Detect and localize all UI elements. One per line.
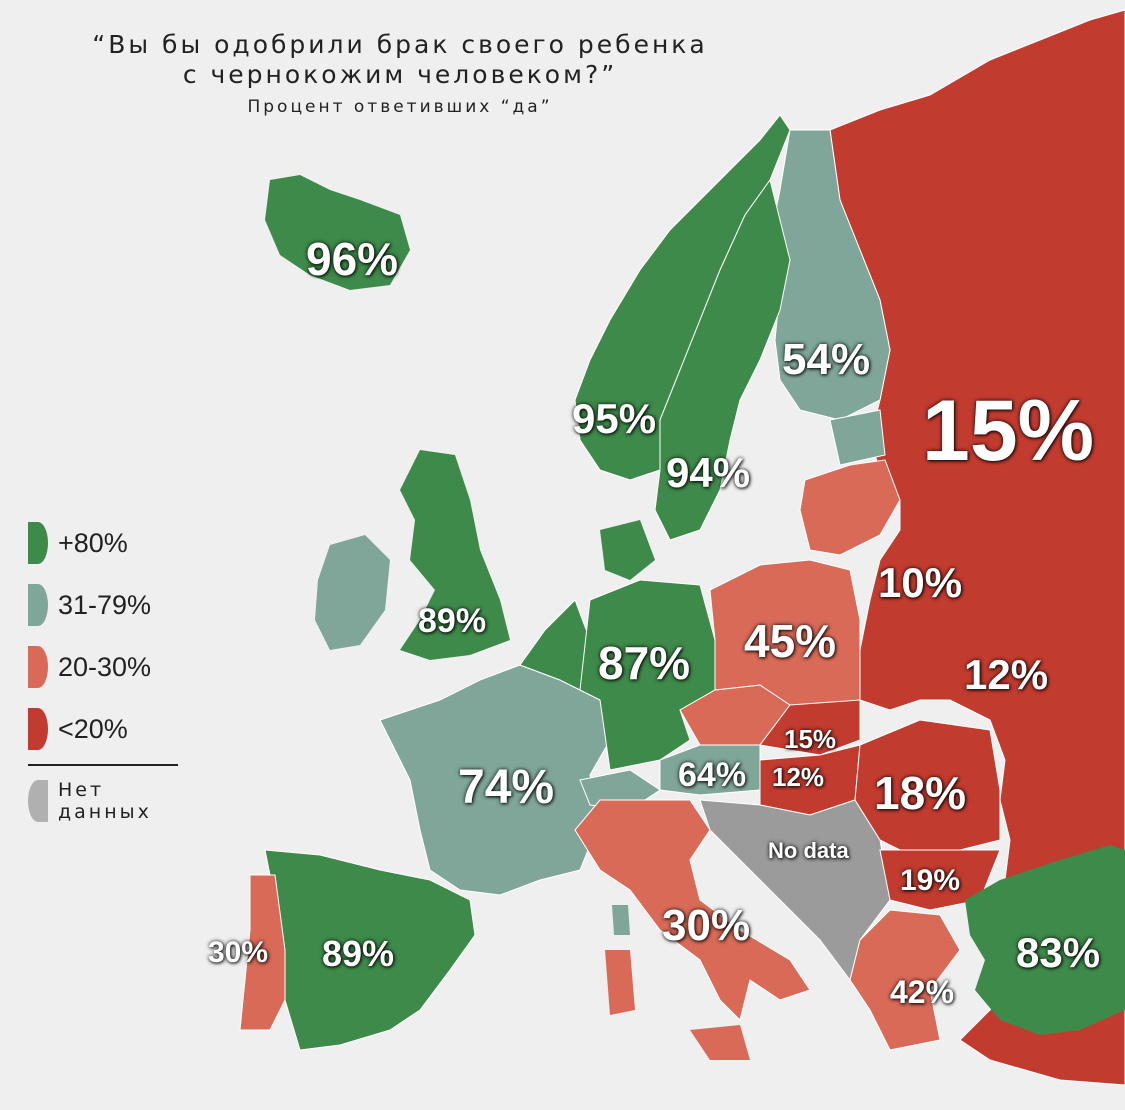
label-belarus: 10%	[878, 559, 963, 606]
label-russia: 15%	[922, 383, 1095, 479]
region-greece	[849, 909, 961, 1051]
legend-item-teal: 31-79%	[28, 584, 188, 626]
label-germany: 87%	[598, 637, 691, 689]
region-sardinia	[605, 950, 635, 1015]
legend-label: 20-30%	[58, 651, 152, 682]
region-baltics	[799, 459, 901, 556]
title-line-2: с чернокожим человеком?”	[182, 60, 618, 89]
region-turkey	[965, 845, 1125, 1035]
legend-swatch-salmon	[28, 646, 48, 688]
title-subtitle: Процент ответивших “да”	[247, 97, 553, 117]
legend-divider	[28, 764, 178, 766]
legend-item-salmon: 20-30%	[28, 646, 188, 688]
label-austria: 64%	[678, 756, 747, 794]
label-norway: 95%	[572, 395, 657, 442]
label-sweden: 94%	[666, 449, 751, 496]
region-iceland	[265, 175, 410, 290]
legend-swatch-nodata	[28, 780, 48, 822]
legend-item-red: <20%	[28, 708, 188, 750]
region-germany	[579, 579, 716, 771]
label-greece: 42%	[890, 974, 955, 1010]
legend-swatch-red	[28, 708, 48, 750]
region-portugal	[239, 874, 286, 1031]
region-uk	[400, 450, 510, 660]
label-ukraine: 12%	[964, 651, 1049, 698]
region-estonia	[829, 409, 886, 466]
region-corsica	[612, 905, 630, 935]
label-slovakia: 15%	[784, 724, 837, 754]
label-hungary: 12%	[772, 762, 825, 792]
region-sweden	[654, 178, 791, 541]
legend-swatch-teal	[28, 584, 48, 626]
region-italy	[574, 799, 811, 1021]
label-romania: 18%	[874, 767, 967, 819]
label-turkey: 83%	[1016, 929, 1101, 976]
legend-label: 31-79%	[58, 589, 152, 620]
legend: +80% 31-79% 20-30% <20% Нет данных	[28, 522, 188, 842]
region-slovakia	[759, 699, 861, 756]
label-france: 74%	[458, 761, 555, 814]
label-bulgaria: 19%	[900, 864, 961, 897]
label-italy: 30%	[662, 901, 751, 950]
label-balkans: No data	[768, 838, 849, 863]
label-spain: 89%	[322, 933, 395, 974]
region-sicily	[690, 1025, 750, 1060]
legend-label: <20%	[58, 713, 128, 744]
title-line-1: “Вы бы одобрили брак своего ребенка	[92, 30, 708, 59]
legend-item-green: +80%	[28, 522, 188, 564]
legend-label: +80%	[58, 527, 128, 558]
legend-swatch-green	[28, 522, 48, 564]
label-finland: 54%	[782, 335, 871, 384]
label-portugal: 30%	[208, 936, 269, 969]
region-denmark	[600, 520, 655, 580]
region-ireland	[315, 535, 390, 650]
label-iceland: 96%	[306, 233, 399, 285]
legend-item-nodata: Нет данных	[28, 779, 188, 823]
label-poland: 45%	[744, 615, 837, 667]
label-uk: 89%	[418, 602, 487, 640]
legend-nodata-label: Нет данных	[58, 779, 152, 823]
region-romania	[854, 719, 1001, 851]
